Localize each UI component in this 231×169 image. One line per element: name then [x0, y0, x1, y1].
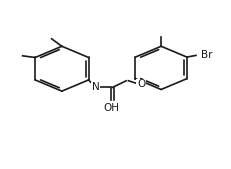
- Text: Br: Br: [201, 50, 212, 60]
- Text: N: N: [91, 82, 99, 92]
- Text: OH: OH: [103, 103, 119, 113]
- Text: O: O: [137, 79, 145, 89]
